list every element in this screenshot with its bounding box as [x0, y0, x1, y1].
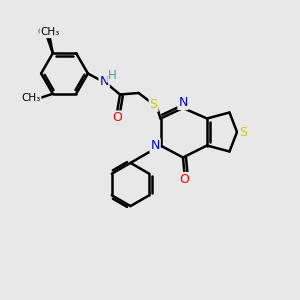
Text: S: S: [150, 98, 158, 111]
Text: H: H: [108, 69, 117, 82]
Text: O: O: [180, 173, 189, 186]
Text: CH₃: CH₃: [40, 27, 59, 37]
Text: CH₃: CH₃: [21, 93, 40, 103]
Text: N: N: [178, 96, 188, 109]
Text: N: N: [99, 75, 109, 88]
Text: O: O: [112, 111, 122, 124]
Text: CH₃: CH₃: [38, 27, 57, 37]
Text: S: S: [239, 125, 247, 139]
Text: N: N: [150, 139, 160, 152]
